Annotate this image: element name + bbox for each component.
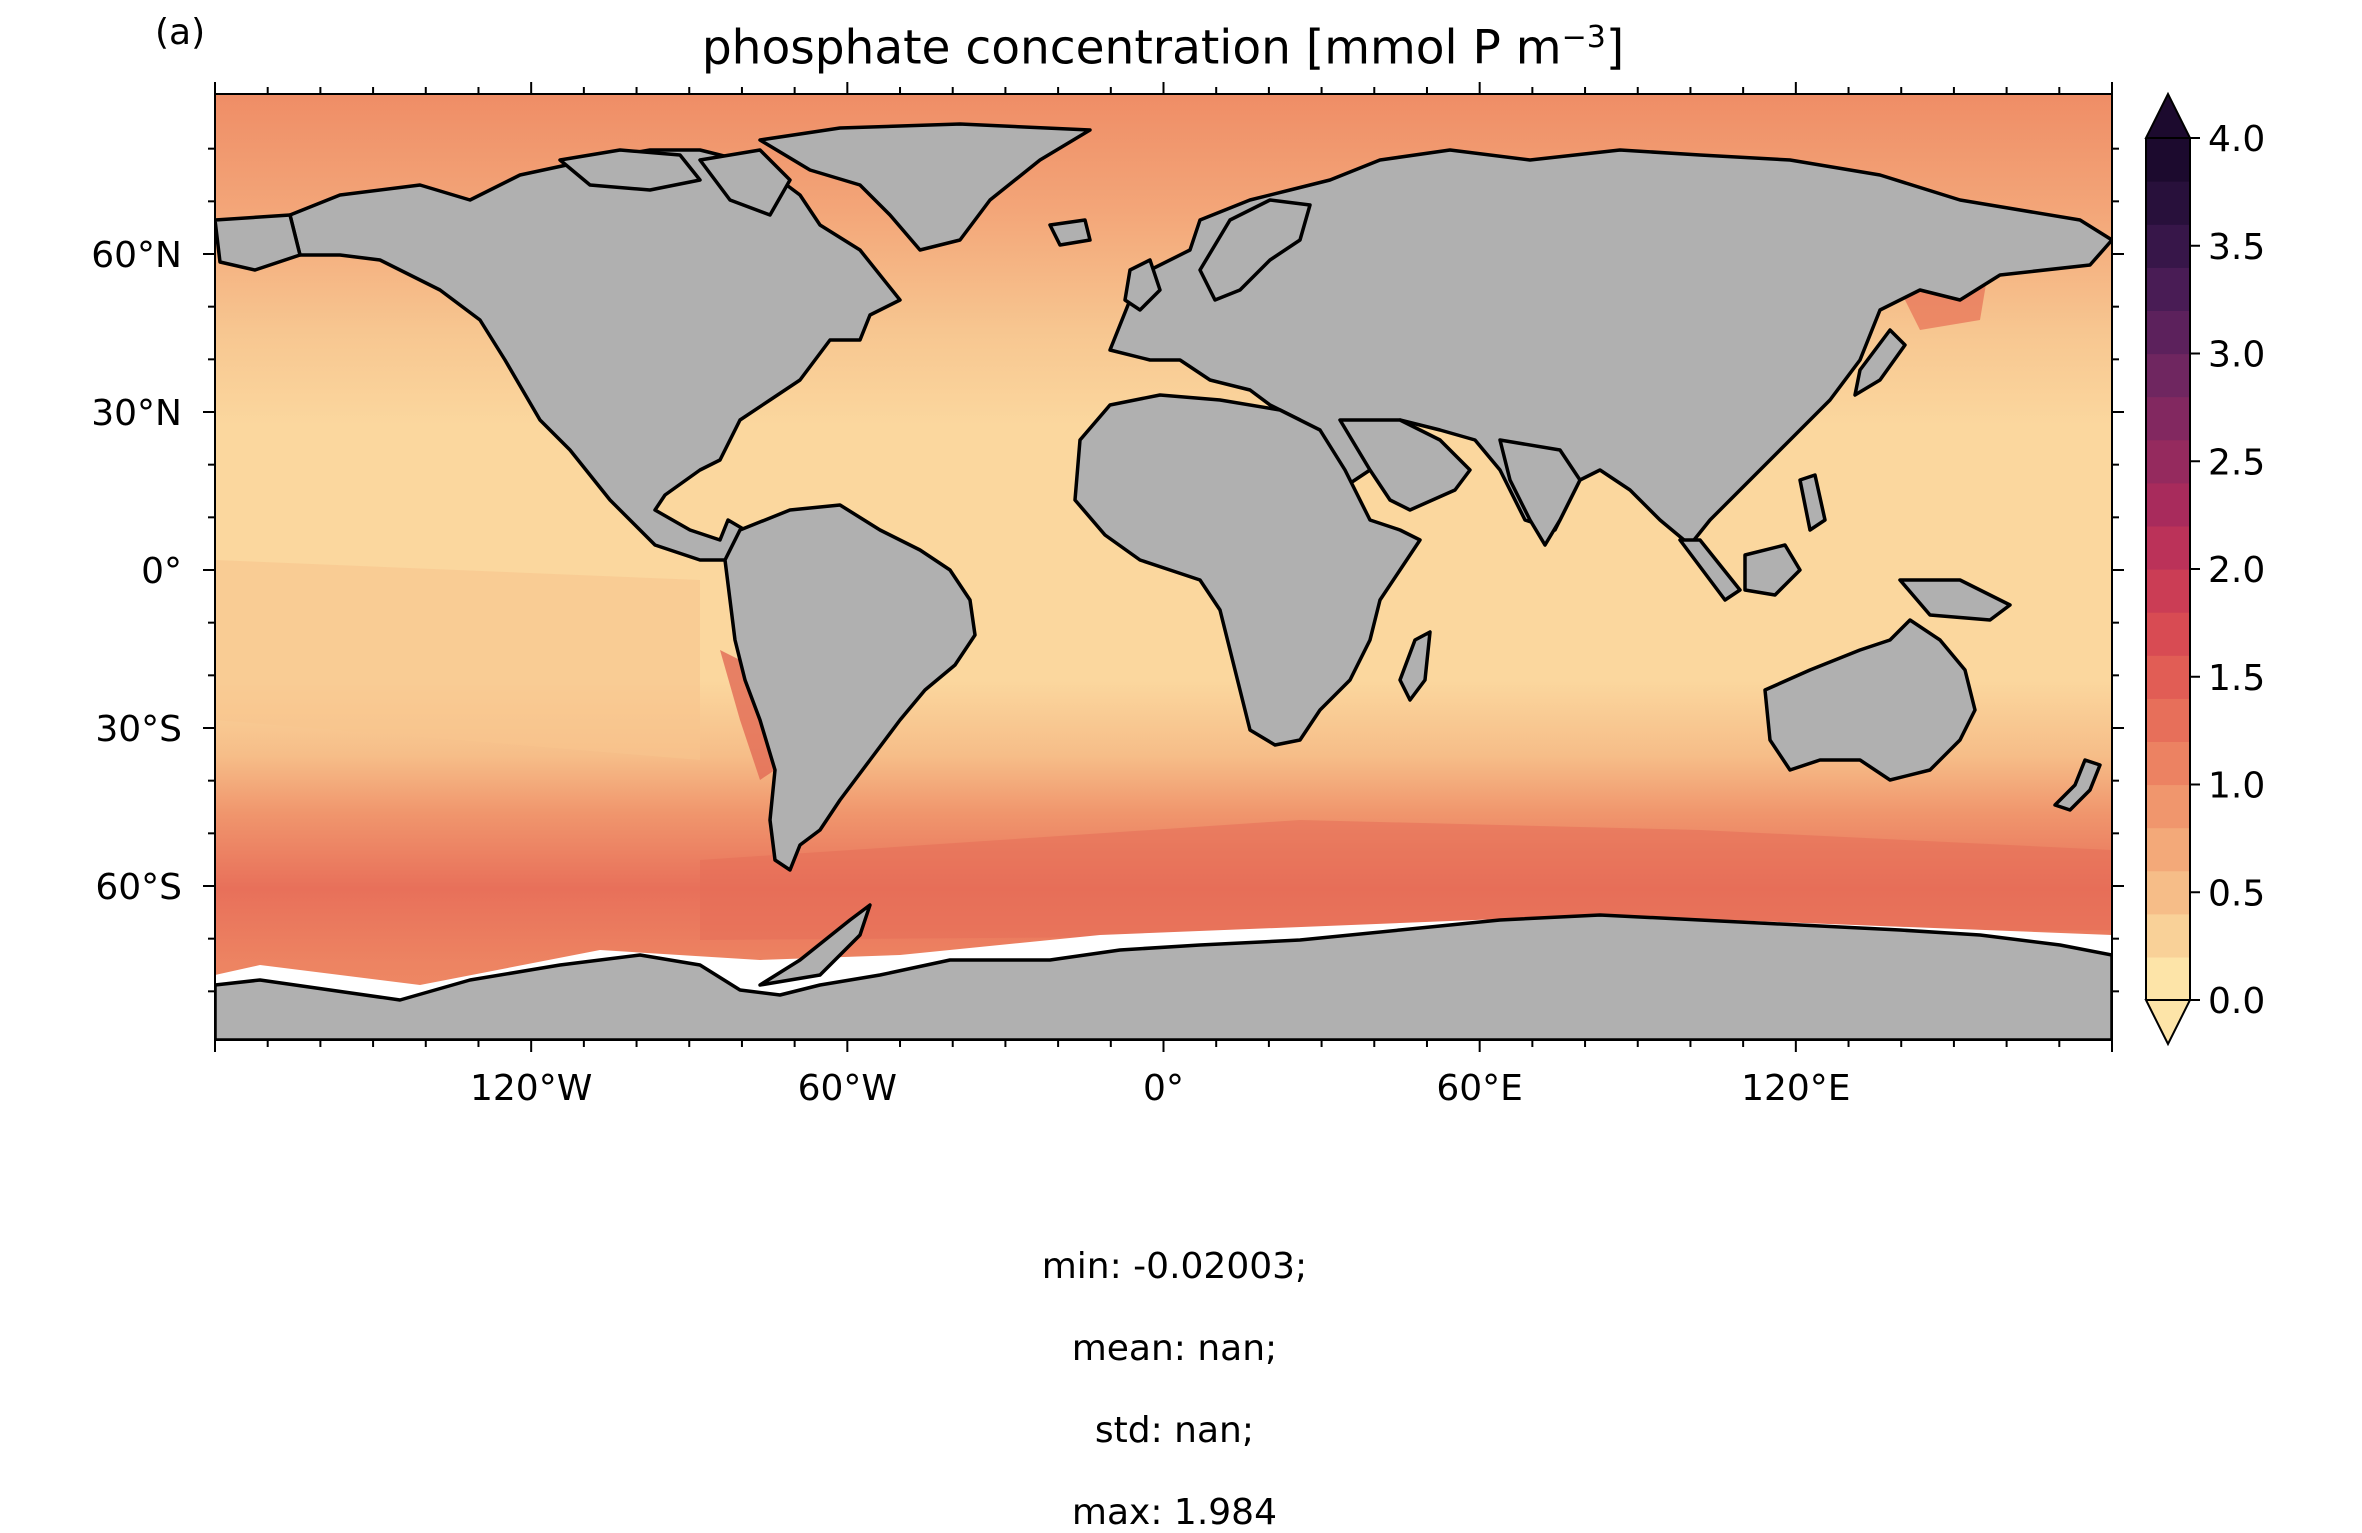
stats-line: min: -0.02003; mean: nan; std: nan; max:… — [0, 1205, 2326, 1533]
stat-max: max: 1.984 — [1071, 1492, 1277, 1533]
x-axis: 120°W 60°W 0° 60°E 120°E — [214, 82, 2113, 1109]
north-america — [288, 148, 902, 562]
colorbar-extend-max — [2144, 91, 2192, 139]
colorbar-segment — [2146, 784, 2190, 829]
colorbar-segment — [2146, 224, 2190, 268]
antarctic-peninsula — [758, 903, 872, 987]
colorbar-tick-label: 4.0 — [2208, 119, 2265, 160]
africa — [1073, 393, 1422, 747]
panel-label: (a) — [155, 12, 206, 53]
x-tick-label: 0° — [1143, 1068, 1184, 1109]
colorbar-segment — [2146, 353, 2190, 398]
greenland — [758, 122, 1092, 252]
sumatra — [1678, 538, 1742, 602]
y-axis: 60°N 30°N 0° 30°S 60°S — [91, 147, 2124, 993]
stat-std: std: nan; — [1094, 1410, 1254, 1451]
colorbar-segment — [2146, 525, 2190, 570]
x-tick-label: 120°E — [1741, 1068, 1850, 1109]
southern-ocean-patch — [700, 820, 2112, 940]
colorbar-segment — [2146, 482, 2190, 527]
colorbar-segment — [2146, 138, 2190, 182]
colorbar-tick-label: 0.5 — [2208, 873, 2265, 914]
colorbar-segment — [2146, 741, 2190, 786]
colorbar-segment — [2146, 870, 2190, 915]
y-tick-label: 0° — [141, 551, 182, 592]
colorbar-segment — [2146, 612, 2190, 656]
scandinavia — [1198, 198, 1312, 302]
canadian-archipelago — [558, 148, 702, 192]
colorbar-segment — [2146, 655, 2190, 699]
antarctica — [215, 913, 2112, 1040]
india — [1498, 438, 1582, 547]
land-masses — [215, 122, 2112, 1040]
new-guinea — [1898, 578, 2012, 622]
colorbar-tick-label: 1.0 — [2208, 766, 2265, 807]
colorbar-segment — [2146, 396, 2190, 441]
philippines — [1798, 473, 1827, 532]
x-tick-label: 60°W — [798, 1068, 897, 1109]
stat-mean: mean: nan; — [1071, 1328, 1278, 1369]
title-text: phosphate concentration [mmol P m — [701, 20, 1562, 76]
colorbar-segment — [2146, 439, 2190, 484]
map-panel — [215, 94, 2112, 1040]
y-tick-label: 30°S — [95, 709, 182, 750]
alaska — [215, 213, 302, 272]
borneo — [1743, 543, 1802, 597]
colorbar — [2144, 91, 2192, 1047]
colorbar-tick-label: 1.5 — [2208, 658, 2265, 699]
colorbar-segment — [2146, 267, 2190, 311]
colorbar-segment — [2146, 310, 2190, 355]
colorbar-tick-label: 0.0 — [2208, 981, 2265, 1022]
iceland — [1048, 218, 1092, 247]
madagascar — [1398, 630, 1432, 702]
japan — [1853, 328, 1907, 397]
colorbar-segment — [2146, 181, 2190, 225]
baffin-island — [698, 148, 792, 217]
british-isles — [1123, 258, 1162, 312]
title-bracket: ] — [1605, 20, 1625, 76]
x-tick-label: 60°E — [1436, 1068, 1523, 1109]
new-zealand — [2053, 758, 2102, 812]
west-pacific-oligotrophic — [215, 560, 700, 760]
colorbar-segment — [2146, 913, 2190, 958]
stat-min: min: -0.02003; — [1041, 1246, 1308, 1287]
colorbar-tick-label: 3.0 — [2208, 335, 2265, 376]
x-tick-label: 120°W — [470, 1068, 592, 1109]
colorbar-extend-min — [2144, 999, 2192, 1047]
figure: 120°W 60°W 0° 60°E 120°E 60°N30°N0°30°S60°S … — [91, 82, 2265, 1109]
south-america — [723, 503, 977, 872]
y-tick-label: 60°S — [95, 867, 182, 908]
colorbar-segment — [2146, 569, 2190, 613]
y-tick-label: 60°N — [91, 235, 182, 276]
colorbar-ticks: 0.0 0.5 1.0 1.5 2.0 2.5 3.0 3.5 4.0 — [2190, 119, 2265, 1022]
title-exponent: −3 — [1561, 20, 1606, 55]
colorbar-tick-label: 2.5 — [2208, 442, 2265, 483]
map-title: phosphate concentration [mmol P m−3] — [0, 20, 2326, 76]
colorbar-segment — [2146, 698, 2190, 742]
colorbar-segment — [2146, 956, 2190, 1001]
australia — [1763, 618, 1977, 782]
colorbar-segment — [2146, 827, 2190, 872]
colorbar-tick-label: 3.5 — [2208, 227, 2265, 268]
y-tick-label: 30°N — [91, 393, 182, 434]
colorbar-tick-label: 2.0 — [2208, 550, 2265, 591]
arabian-peninsula — [1338, 418, 1472, 512]
